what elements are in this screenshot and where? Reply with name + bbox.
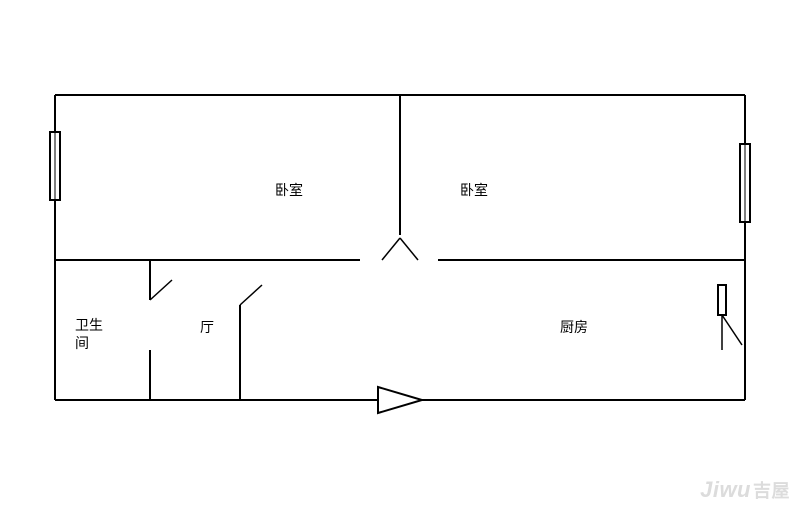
label-kitchen: 厨房	[560, 320, 588, 336]
label-hall: 厅	[200, 321, 214, 336]
kitchen-door-swing	[722, 315, 742, 345]
label-bathroom-l1: 卫生	[75, 318, 103, 334]
label-bedroom-1: 卧室	[275, 182, 303, 199]
entry-triangle-icon	[378, 387, 422, 413]
bath-door-swing	[150, 280, 172, 300]
mid-door-swing	[382, 238, 400, 260]
hall-door-swing	[240, 285, 262, 305]
floor-plan: 卧室 卧室卫生间 厅 厨房	[0, 0, 800, 509]
mid-door-swing2	[400, 238, 418, 260]
kitchen-vent-box	[718, 285, 726, 315]
label-bathroom-l2: 间	[75, 336, 89, 352]
label-bedroom-2: 卧室	[460, 182, 488, 199]
